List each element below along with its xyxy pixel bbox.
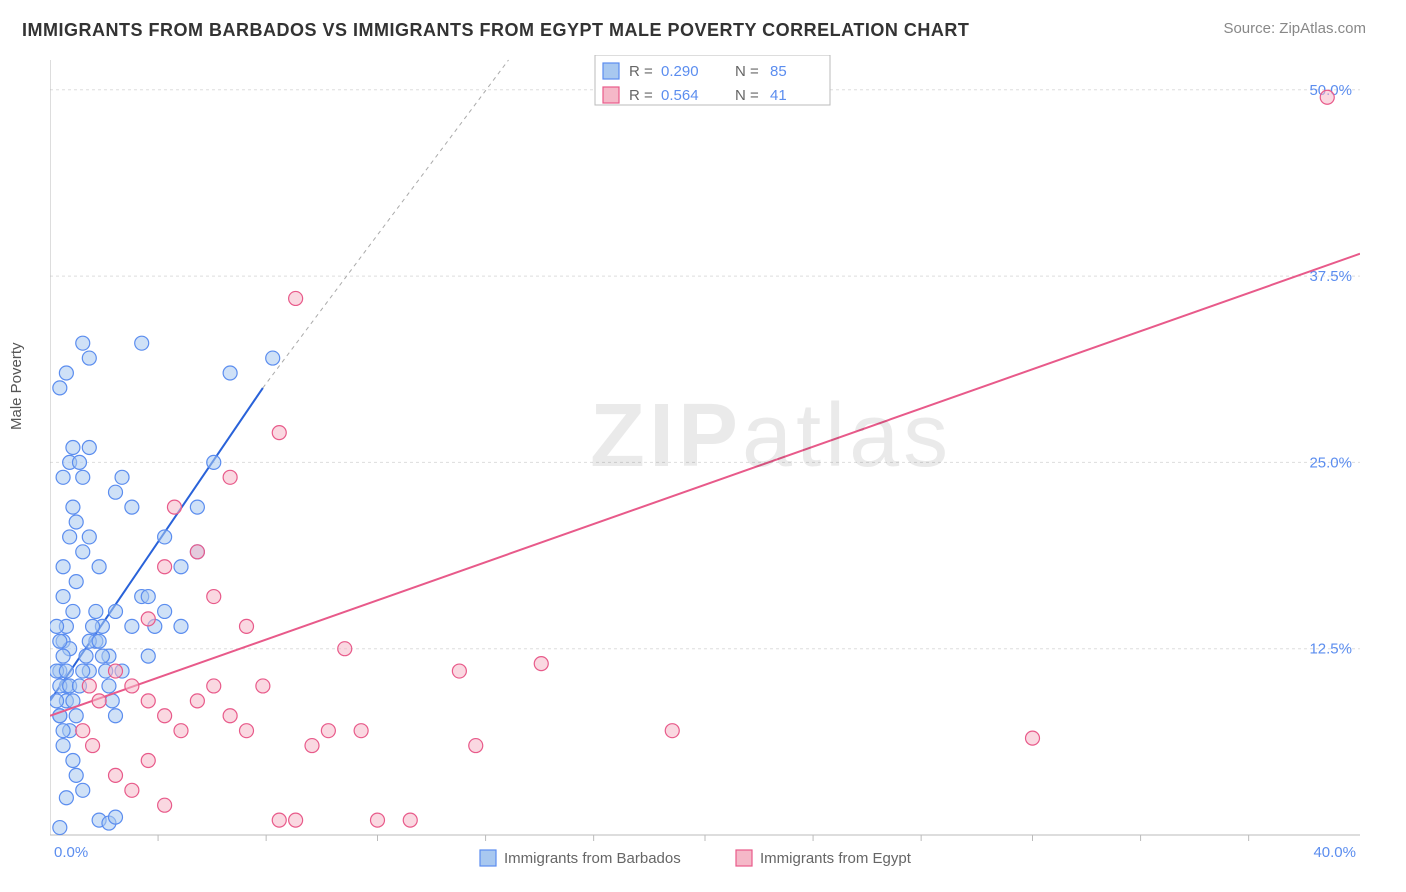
svg-text:Immigrants from Egypt: Immigrants from Egypt (760, 850, 912, 867)
svg-text:Immigrants from Barbados: Immigrants from Barbados (504, 850, 681, 867)
svg-text:0.290: 0.290 (661, 63, 699, 80)
svg-text:R =: R = (629, 63, 653, 80)
svg-text:R =: R = (629, 87, 653, 104)
svg-text:N =: N = (735, 63, 759, 80)
chart-container: 12.5%25.0%37.5%50.0%0.0%40.0%R =0.290N =… (50, 55, 1360, 845)
svg-text:85: 85 (770, 63, 787, 80)
chart-title: IMMIGRANTS FROM BARBADOS VS IMMIGRANTS F… (22, 20, 969, 41)
svg-text:41: 41 (770, 87, 787, 104)
scatter-chart: 12.5%25.0%37.5%50.0%0.0%40.0%R =0.290N =… (50, 55, 1360, 885)
y-axis-label: Male Poverty (8, 342, 25, 430)
svg-text:12.5%: 12.5% (1309, 641, 1352, 658)
svg-text:37.5%: 37.5% (1309, 268, 1352, 285)
svg-text:N =: N = (735, 87, 759, 104)
svg-text:40.0%: 40.0% (1313, 844, 1356, 861)
svg-text:0.564: 0.564 (661, 87, 699, 104)
source-attribution: Source: ZipAtlas.com (1223, 20, 1366, 37)
svg-text:25.0%: 25.0% (1309, 454, 1352, 471)
svg-text:0.0%: 0.0% (54, 844, 88, 861)
